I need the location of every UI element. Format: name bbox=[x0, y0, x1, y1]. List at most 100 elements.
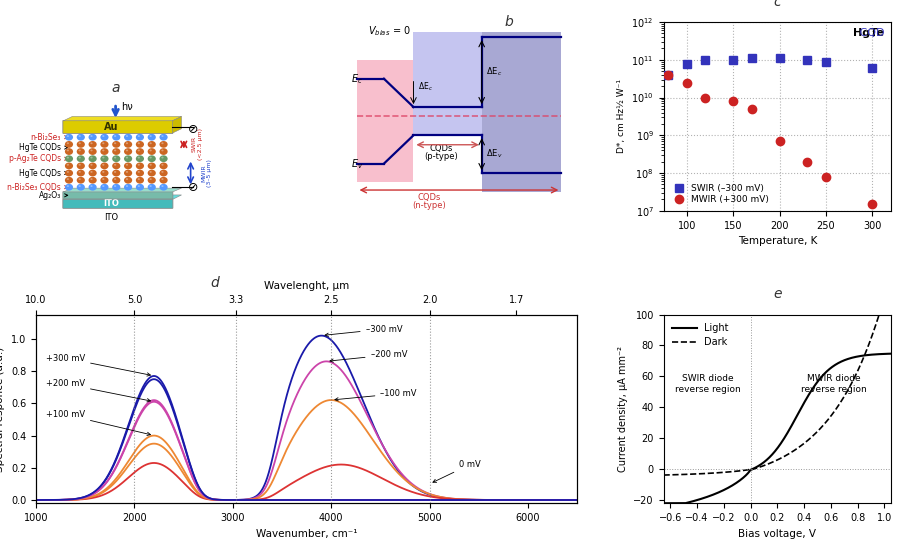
Circle shape bbox=[65, 148, 73, 155]
Circle shape bbox=[149, 178, 152, 180]
Text: 0 mV: 0 mV bbox=[433, 460, 481, 482]
Circle shape bbox=[103, 185, 104, 187]
Circle shape bbox=[124, 177, 132, 184]
Circle shape bbox=[159, 163, 167, 169]
Circle shape bbox=[148, 163, 156, 169]
Circle shape bbox=[76, 141, 85, 148]
Circle shape bbox=[148, 141, 156, 148]
Circle shape bbox=[78, 178, 81, 180]
Circle shape bbox=[124, 170, 132, 176]
Circle shape bbox=[138, 156, 140, 159]
Circle shape bbox=[112, 155, 121, 162]
Dark bbox=[886, 311, 896, 318]
Circle shape bbox=[161, 142, 164, 144]
MWIR (+300 mV) bbox=[681, 79, 692, 86]
Circle shape bbox=[159, 155, 167, 162]
Circle shape bbox=[148, 148, 156, 155]
Text: MWIR diode
reverse region: MWIR diode reverse region bbox=[801, 374, 867, 394]
Circle shape bbox=[67, 164, 69, 166]
Text: (p-type): (p-type) bbox=[424, 152, 457, 160]
FancyBboxPatch shape bbox=[63, 121, 173, 133]
Text: e: e bbox=[773, 288, 781, 301]
Circle shape bbox=[136, 148, 144, 155]
Circle shape bbox=[78, 185, 81, 187]
Bar bbox=[482, 32, 562, 192]
Text: n-Bi₂Se₃: n-Bi₂Se₃ bbox=[31, 133, 68, 142]
Circle shape bbox=[78, 142, 81, 144]
MWIR (+300 mV) bbox=[662, 71, 673, 78]
Circle shape bbox=[136, 170, 144, 176]
Text: HgTe CQDs: HgTe CQDs bbox=[19, 169, 68, 178]
MWIR (+300 mV) bbox=[774, 138, 785, 144]
Dark bbox=[681, 471, 692, 478]
Circle shape bbox=[103, 135, 104, 137]
Circle shape bbox=[112, 134, 121, 140]
Circle shape bbox=[124, 148, 132, 155]
Text: HgTe CQDs: HgTe CQDs bbox=[19, 143, 68, 152]
Text: CQD: CQD bbox=[856, 28, 884, 38]
Circle shape bbox=[126, 185, 128, 187]
MWIR (+300 mV) bbox=[746, 106, 757, 112]
Circle shape bbox=[76, 134, 85, 140]
Circle shape bbox=[136, 177, 144, 184]
Circle shape bbox=[101, 148, 109, 155]
Circle shape bbox=[88, 177, 96, 184]
Circle shape bbox=[103, 149, 104, 152]
Circle shape bbox=[138, 149, 140, 152]
Circle shape bbox=[126, 164, 128, 166]
Circle shape bbox=[126, 149, 128, 152]
Circle shape bbox=[78, 171, 81, 173]
MWIR (+300 mV) bbox=[821, 174, 832, 180]
Text: ⊘: ⊘ bbox=[188, 123, 198, 136]
MWIR (+300 mV) bbox=[728, 98, 739, 105]
Polygon shape bbox=[63, 117, 182, 121]
Circle shape bbox=[124, 155, 132, 162]
X-axis label: Wavenumber, cm⁻¹: Wavenumber, cm⁻¹ bbox=[256, 529, 357, 539]
Circle shape bbox=[88, 141, 96, 148]
SWIR (–300 mV) bbox=[774, 55, 785, 61]
Circle shape bbox=[101, 141, 109, 148]
Text: SWIR diode
reverse region: SWIR diode reverse region bbox=[675, 374, 741, 394]
Text: –300 mV: –300 mV bbox=[325, 325, 402, 336]
Circle shape bbox=[103, 156, 104, 159]
Light bbox=[658, 500, 669, 507]
SWIR (–300 mV) bbox=[746, 55, 757, 61]
Text: ΔE$_c$: ΔE$_c$ bbox=[418, 81, 433, 93]
Text: $E_v$: $E_v$ bbox=[351, 156, 364, 170]
Circle shape bbox=[76, 163, 85, 169]
Circle shape bbox=[78, 149, 81, 152]
Light bbox=[759, 459, 769, 466]
Text: d: d bbox=[211, 276, 219, 290]
Circle shape bbox=[65, 184, 73, 191]
Circle shape bbox=[101, 134, 109, 140]
SWIR (–300 mV) bbox=[802, 56, 813, 63]
Text: SWIR
(<2.5 μm): SWIR (<2.5 μm) bbox=[192, 128, 202, 160]
Dark bbox=[835, 398, 846, 405]
Line: SWIR (–300 mV): SWIR (–300 mV) bbox=[664, 54, 877, 79]
Circle shape bbox=[103, 142, 104, 144]
Text: +200 mV: +200 mV bbox=[46, 379, 150, 402]
Circle shape bbox=[76, 148, 85, 155]
Circle shape bbox=[88, 163, 96, 169]
Circle shape bbox=[149, 164, 152, 166]
Circle shape bbox=[148, 134, 156, 140]
Text: +300 mV: +300 mV bbox=[46, 353, 150, 376]
MWIR (+300 mV) bbox=[867, 201, 877, 207]
Circle shape bbox=[67, 142, 69, 144]
Circle shape bbox=[124, 184, 132, 191]
Text: b: b bbox=[505, 15, 513, 29]
Circle shape bbox=[138, 178, 140, 180]
Y-axis label: Spectral responce (a.u.): Spectral responce (a.u.) bbox=[0, 346, 5, 472]
Dark bbox=[759, 462, 769, 469]
Circle shape bbox=[149, 142, 152, 144]
Circle shape bbox=[90, 171, 93, 173]
Line: MWIR (+300 mV): MWIR (+300 mV) bbox=[664, 71, 877, 208]
Text: $V_{bias}$ = 0: $V_{bias}$ = 0 bbox=[368, 25, 410, 39]
X-axis label: Bias voltage, V: Bias voltage, V bbox=[738, 529, 816, 539]
Circle shape bbox=[88, 134, 96, 140]
Circle shape bbox=[103, 171, 104, 173]
Circle shape bbox=[159, 184, 167, 191]
Circle shape bbox=[67, 185, 69, 187]
Circle shape bbox=[148, 177, 156, 184]
Circle shape bbox=[90, 185, 93, 187]
